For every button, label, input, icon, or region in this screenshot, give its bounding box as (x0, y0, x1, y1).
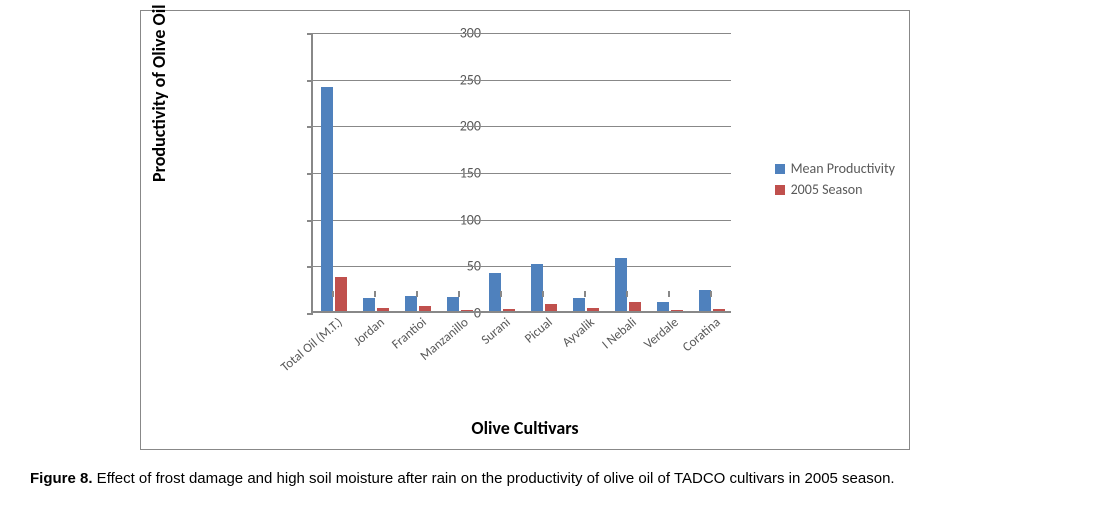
legend-label-0: Mean Productivity (791, 160, 895, 177)
bar (405, 296, 417, 311)
y-tick-mark (307, 313, 313, 315)
x-tick-mark (668, 291, 670, 297)
bar (461, 310, 473, 311)
legend-swatch-0 (775, 164, 785, 174)
legend-label-1: 2005 Season (791, 181, 863, 198)
bar (671, 310, 683, 311)
bar (615, 258, 627, 311)
x-tick-mark (626, 291, 628, 297)
x-tick-mark (542, 291, 544, 297)
y-axis-title: Productivity of Olive Oil (148, 4, 170, 182)
bar (335, 277, 347, 311)
bar (713, 309, 725, 311)
legend-item-0: Mean Productivity (775, 160, 895, 177)
bar (419, 306, 431, 311)
bar (629, 302, 641, 311)
x-tick-mark (332, 291, 334, 297)
bars-container (313, 33, 731, 311)
x-tick-mark (458, 291, 460, 297)
bar (531, 264, 543, 311)
bar (587, 308, 599, 311)
bar (363, 298, 375, 311)
chart-container: Productivity of Olive Oil 05010015020025… (140, 10, 910, 450)
bar (657, 302, 669, 311)
legend-swatch-1 (775, 185, 785, 195)
x-tick-mark (416, 291, 418, 297)
x-tick-mark (500, 291, 502, 297)
bar (503, 309, 515, 311)
bar (573, 298, 585, 311)
legend-item-1: 2005 Season (775, 181, 895, 198)
caption-text: Effect of frost damage and high soil moi… (93, 470, 895, 487)
bar (447, 297, 459, 311)
plot-area (311, 33, 731, 313)
bar (321, 87, 333, 311)
bar (377, 308, 389, 311)
caption-prefix: Figure 8. (30, 470, 93, 487)
x-tick-mark (584, 291, 586, 297)
bar (545, 304, 557, 311)
x-tick-mark (374, 291, 376, 297)
figure-caption: Figure 8. Effect of frost damage and hig… (30, 470, 895, 487)
x-axis-title: Olive Cultivars (141, 417, 909, 439)
legend: Mean Productivity 2005 Season (775, 156, 895, 202)
x-tick-mark (710, 291, 712, 297)
